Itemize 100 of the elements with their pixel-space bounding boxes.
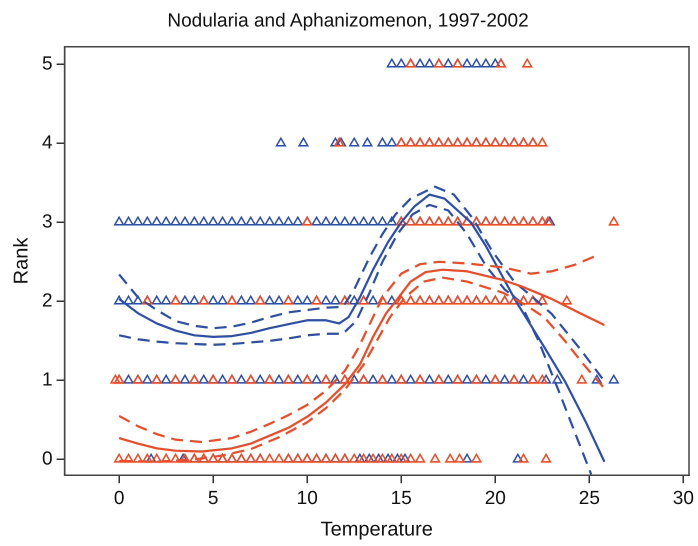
point [358,216,369,226]
y-tick-label: 3 [42,212,53,233]
point [500,374,510,384]
point [264,454,275,463]
point [217,374,228,384]
point [368,296,378,305]
point [114,296,124,305]
point [377,137,388,146]
x-tick-label: 0 [114,488,124,509]
x-tick-label: 25 [578,488,600,509]
point [368,216,378,226]
point [349,137,360,146]
point [462,454,472,463]
point [217,296,228,305]
point [274,216,284,226]
point [396,454,406,463]
x-tick-label: 15 [390,488,412,509]
point [255,374,266,384]
point [544,216,555,226]
point [537,137,548,146]
point [396,58,406,68]
point [123,374,134,384]
point [552,374,562,384]
point [264,216,275,226]
point [540,374,552,384]
point [180,296,190,305]
point [462,58,472,68]
y-tick-label: 1 [42,370,53,391]
point [424,58,435,68]
point [443,58,454,68]
point [358,454,369,463]
point [334,137,344,146]
chart-title: Nodularia and Aphanizomenon, 1997-2002 [167,10,529,32]
point [123,296,134,305]
point [298,137,309,146]
y-axis-title: Rank [10,236,33,284]
point [152,454,162,463]
point [518,454,529,463]
point [142,216,152,226]
y-tick-label: 2 [42,290,53,312]
point [490,58,500,68]
point [518,374,529,384]
point [362,137,372,146]
point [592,374,602,384]
point [123,216,134,226]
y-tick-label: 0 [42,448,53,470]
point [443,374,454,384]
point [386,454,397,463]
point [236,216,246,226]
point [462,374,472,384]
point [132,296,143,305]
point [349,216,360,226]
point [354,454,365,463]
point [386,58,397,68]
point [320,216,332,226]
point [454,454,465,463]
point [608,374,619,384]
point [236,296,246,305]
point [312,216,322,226]
point [414,58,426,68]
point [349,374,360,384]
x-axis-title: Temperature [320,518,433,541]
point [161,216,172,226]
point [152,296,162,305]
point [364,454,374,463]
point [180,216,190,226]
point [386,216,397,226]
point [302,296,312,305]
point [368,374,378,384]
y-tick-label: 4 [42,132,53,154]
point [146,454,156,463]
point [255,216,266,226]
point [142,374,152,384]
point [340,216,350,226]
y-tick-label: 5 [42,53,53,74]
point [246,296,256,305]
point [512,454,523,463]
point [424,374,435,384]
x-tick-label: 30 [672,488,694,509]
point [320,296,332,305]
point [374,454,384,463]
point [349,454,360,463]
x-tick-label: 20 [484,488,506,509]
point [152,216,162,226]
point [274,454,284,463]
point [480,58,491,68]
point [445,454,456,463]
point [114,454,124,463]
point [386,374,397,384]
point [377,216,388,226]
point [180,374,190,384]
point [292,216,303,226]
point [161,296,172,305]
point [114,216,124,226]
point [180,454,190,463]
point [349,296,360,305]
point [330,216,340,226]
point [292,296,303,305]
point [274,296,284,305]
point [276,137,286,146]
